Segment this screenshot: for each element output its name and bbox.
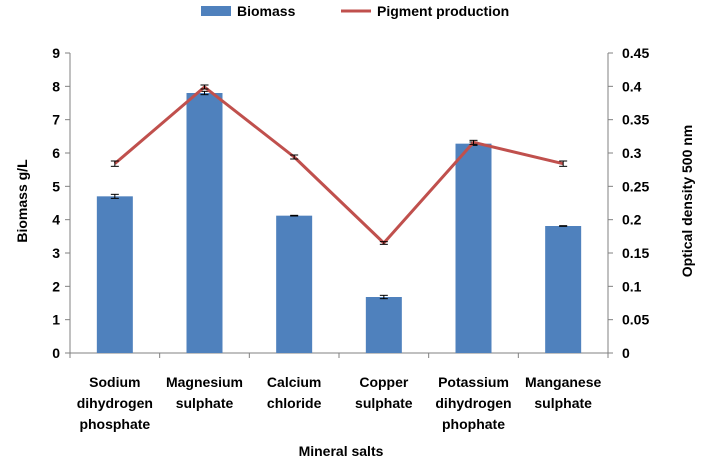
y-tick-label: 1 (52, 312, 60, 328)
legend: Biomass Pigment production (201, 3, 509, 19)
category-label: sulphate (534, 395, 592, 411)
y2-tick-label: 0.15 (622, 245, 649, 261)
y-tick-label: 7 (52, 112, 60, 128)
y2-tick-label: 0.4 (622, 78, 642, 94)
plot-area: 0 1 2 3 4 5 6 7 8 9 0 0.05 0.1 0.15 0.2 0.25 0.3 0.35 0.4 0… (52, 45, 649, 432)
y2-axis-title: Optical density 500 nm (679, 125, 695, 278)
y2-tick-label: 0.1 (622, 278, 642, 294)
y2-tick-label: 0 (622, 345, 630, 361)
y-tick-label: 5 (52, 178, 60, 194)
bar-biomass (96, 196, 133, 353)
category-label: phosphate (79, 416, 150, 432)
y2-tick-label: 0.45 (622, 45, 649, 61)
y-tick-label: 2 (52, 278, 60, 294)
category-label: sulphate (176, 395, 234, 411)
y-tick-label: 8 (52, 78, 60, 94)
category-label: Magnesium (166, 374, 243, 390)
legend-label-biomass: Biomass (237, 3, 296, 19)
y2-tick-label: 0.25 (622, 178, 649, 194)
bar-biomass (365, 297, 402, 353)
y-tick-label: 0 (52, 345, 60, 361)
category-label: phophate (442, 416, 505, 432)
legend-label-pigment: Pigment production (377, 3, 509, 19)
category-label: Manganese (525, 374, 601, 390)
y2-tick-label: 0.05 (622, 312, 649, 328)
category-label: sulphate (355, 395, 413, 411)
bar-biomass (186, 93, 223, 353)
y-tick-label: 4 (52, 212, 60, 228)
bar-biomass (545, 226, 582, 353)
category-label: Potassium (438, 374, 509, 390)
y2-tick-label: 0.3 (622, 145, 642, 161)
y2-tick-label: 0.2 (622, 212, 642, 228)
y-tick-label: 3 (52, 245, 60, 261)
bar-biomass (276, 215, 313, 353)
y-axis-title: Biomass g/L (14, 159, 30, 243)
category-label: chloride (267, 395, 322, 411)
y-tick-label: 9 (52, 45, 60, 61)
category-label: dihydrogen (435, 395, 511, 411)
legend-swatch-biomass (201, 6, 231, 16)
category-label: dihydrogen (77, 395, 153, 411)
category-label: Sodium (89, 374, 140, 390)
y2-tick-label: 0.35 (622, 112, 649, 128)
y-tick-label: 6 (52, 145, 60, 161)
category-label: Copper (359, 374, 409, 390)
category-label: Calcium (267, 374, 321, 390)
bar-biomass (455, 143, 492, 353)
x-axis-title: Mineral salts (299, 443, 384, 459)
line-pigment-production (113, 85, 564, 245)
